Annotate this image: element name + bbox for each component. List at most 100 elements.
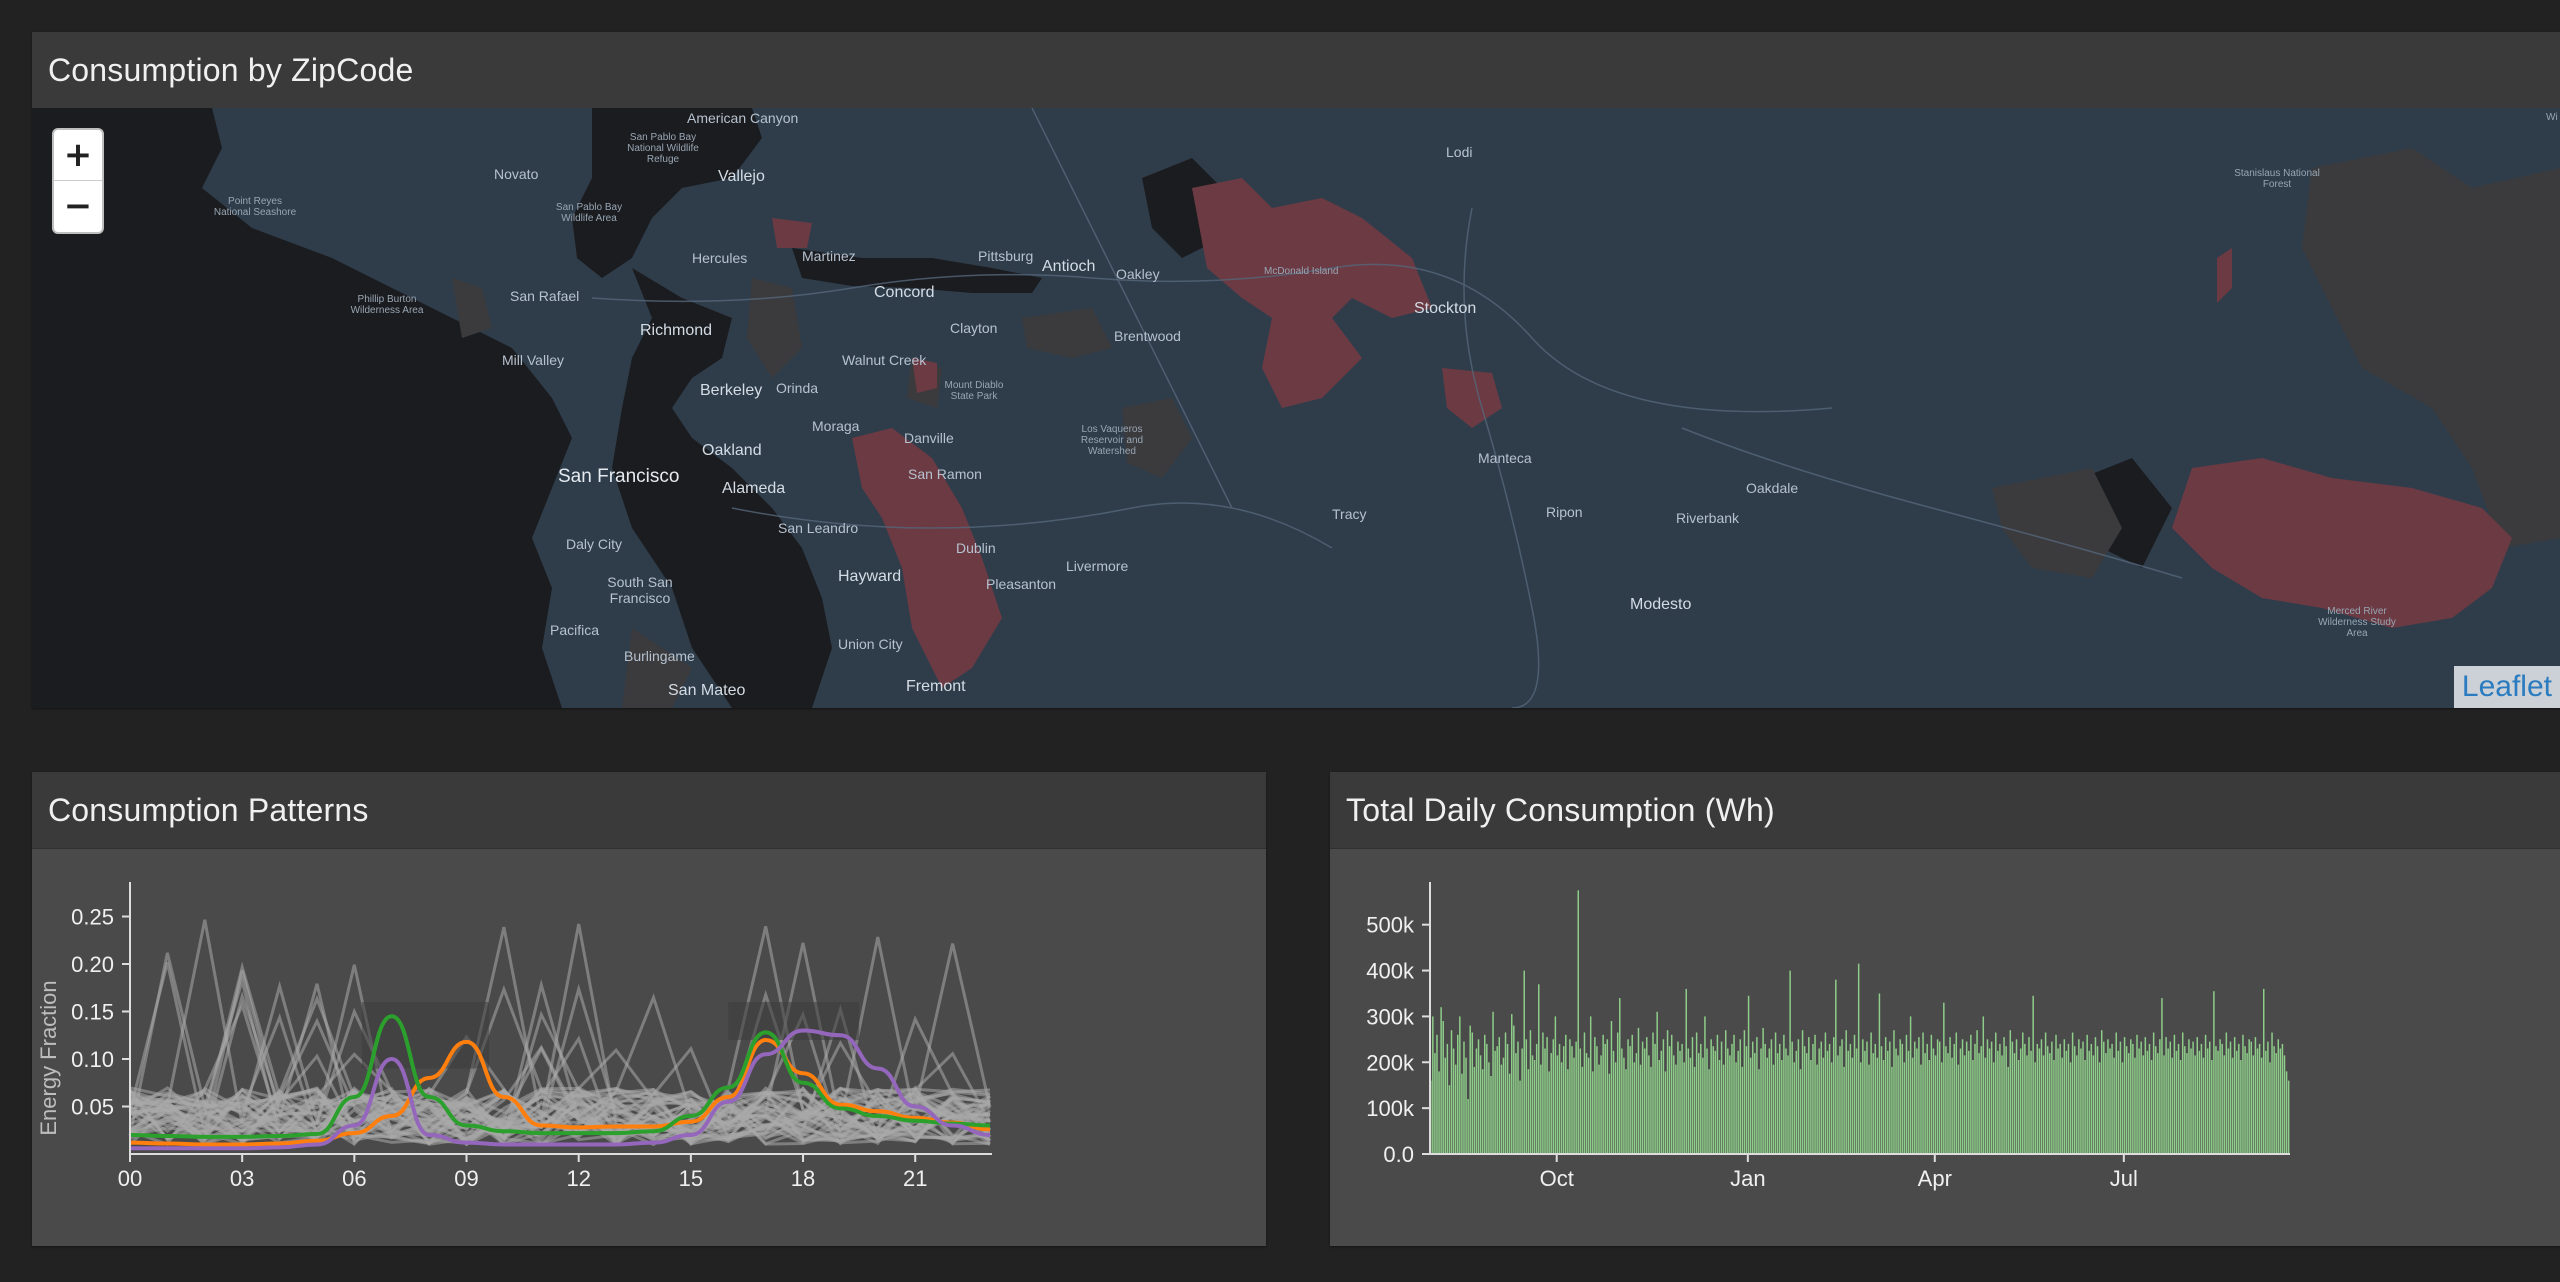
bar — [1556, 1055, 1559, 1154]
bar — [2028, 1037, 2030, 1154]
bar — [1988, 1048, 1991, 1154]
bar — [2223, 1055, 2226, 1154]
bar — [2171, 1057, 2174, 1154]
bar — [1623, 1057, 1625, 1154]
bar — [2165, 1037, 2167, 1154]
bar — [1463, 1041, 1465, 1154]
bar — [1612, 1050, 1615, 1154]
daily-panel-header: Total Daily Consumption (Wh) — [1330, 772, 2560, 849]
bar — [1762, 1027, 1764, 1154]
bar — [1841, 1039, 1843, 1154]
y-tick-label: 300k — [1366, 1004, 1415, 1029]
bar — [1976, 1030, 1978, 1154]
bar — [1488, 1062, 1490, 1154]
leaflet-attribution-link[interactable]: Leaflet — [2453, 666, 2560, 708]
bar — [2111, 1043, 2113, 1154]
bar — [1754, 1053, 1756, 1154]
bar — [2181, 1032, 2184, 1154]
axes: 0.0 100k 200k 300k 400k 500k Oct Jan Apr Jul — [1366, 882, 2290, 1191]
bar — [1540, 1064, 1542, 1154]
bar — [1600, 1055, 1602, 1154]
bar — [2202, 1057, 2205, 1154]
bar — [1683, 1062, 1685, 1154]
bar — [1897, 1055, 1899, 1154]
bar — [1739, 1039, 1741, 1154]
bar — [1517, 1041, 1519, 1154]
bar — [2229, 1041, 2232, 1154]
bar — [1999, 1043, 2001, 1154]
bar — [1872, 1053, 1874, 1154]
bar — [2269, 1062, 2271, 1154]
bar — [1905, 1034, 1908, 1154]
daily-chart[interactable]: 0.0 100k 200k 300k 400k 500k Oct Jan Apr Jul — [1330, 848, 2560, 1246]
bar — [2240, 1060, 2242, 1154]
map-label: Martinez — [802, 248, 856, 264]
bar — [1791, 1041, 1793, 1154]
bar — [1450, 1030, 1453, 1154]
bar — [2152, 1032, 2155, 1154]
map-panel-header: Consumption by ZipCode — [32, 32, 2560, 109]
map-canvas[interactable] — [32, 108, 2560, 708]
san-pablo-bay — [572, 108, 762, 278]
bar — [1490, 1076, 1492, 1154]
bar — [1795, 1050, 1798, 1154]
bar — [1670, 1034, 1673, 1154]
bar — [1440, 1007, 1442, 1154]
y-tick-label: 0.10 — [71, 1047, 114, 1072]
bar — [1907, 1050, 1910, 1154]
bar — [1679, 1050, 1681, 1154]
bar — [1943, 1002, 1945, 1154]
bar — [2167, 1048, 2169, 1154]
bar — [1853, 1034, 1856, 1154]
map-label: Modesto — [1630, 596, 1692, 613]
bar — [2086, 1034, 2088, 1154]
bar — [2109, 1048, 2111, 1154]
x-tick-label: Apr — [1918, 1166, 1952, 1191]
bar — [1745, 1046, 1748, 1154]
bar — [1718, 1060, 1721, 1154]
map-label: Livermore — [1066, 558, 1129, 574]
bar — [2188, 1039, 2190, 1154]
map-label: Oakley — [1116, 266, 1160, 282]
map-label: Oakland — [702, 442, 762, 459]
bar — [1558, 1043, 1561, 1154]
map-view[interactable]: American Canyon San Pablo Bay National W… — [32, 108, 2560, 708]
bar — [1465, 1057, 1467, 1154]
bar — [2096, 1046, 2099, 1154]
bar — [2115, 1032, 2117, 1154]
bar — [1602, 1034, 1604, 1154]
bar — [2107, 1039, 2109, 1154]
bar — [1525, 1039, 1528, 1154]
zoom-out-button[interactable]: − — [63, 186, 93, 226]
bar — [2088, 1050, 2090, 1154]
bar — [2015, 1039, 2018, 1154]
bar — [1851, 1057, 1854, 1154]
bar — [1633, 1062, 1636, 1154]
bar — [2013, 1053, 2016, 1154]
bar — [2078, 1039, 2080, 1154]
bar — [1957, 1064, 1960, 1154]
bar — [2009, 1030, 2012, 1154]
map-label: San Ramon — [908, 466, 982, 482]
map-label: Tracy — [1332, 506, 1367, 522]
bar — [1575, 1041, 1577, 1154]
bar — [2100, 1030, 2103, 1154]
bar — [1571, 1046, 1573, 1154]
bar — [1475, 1048, 1478, 1154]
bar — [1442, 1021, 1444, 1154]
patterns-chart[interactable]: 0.05 0.10 0.15 0.20 0.25 00 03 06 09 12 15 18 21 Ene… — [32, 848, 1266, 1246]
bar — [1594, 1037, 1596, 1154]
bar — [2022, 1032, 2024, 1154]
bar — [1812, 1043, 1814, 1154]
bar — [2065, 1050, 2068, 1154]
bar — [1822, 1057, 1825, 1154]
bar — [1531, 1055, 1534, 1154]
bar — [2040, 1039, 2043, 1154]
bar — [1459, 1016, 1461, 1154]
map-label: Oakdale — [1746, 480, 1799, 496]
bar — [2150, 1060, 2153, 1154]
zoom-in-button[interactable]: + — [54, 130, 102, 181]
bar — [1481, 1069, 1484, 1154]
bar — [1523, 970, 1525, 1154]
bar — [2256, 1048, 2259, 1154]
